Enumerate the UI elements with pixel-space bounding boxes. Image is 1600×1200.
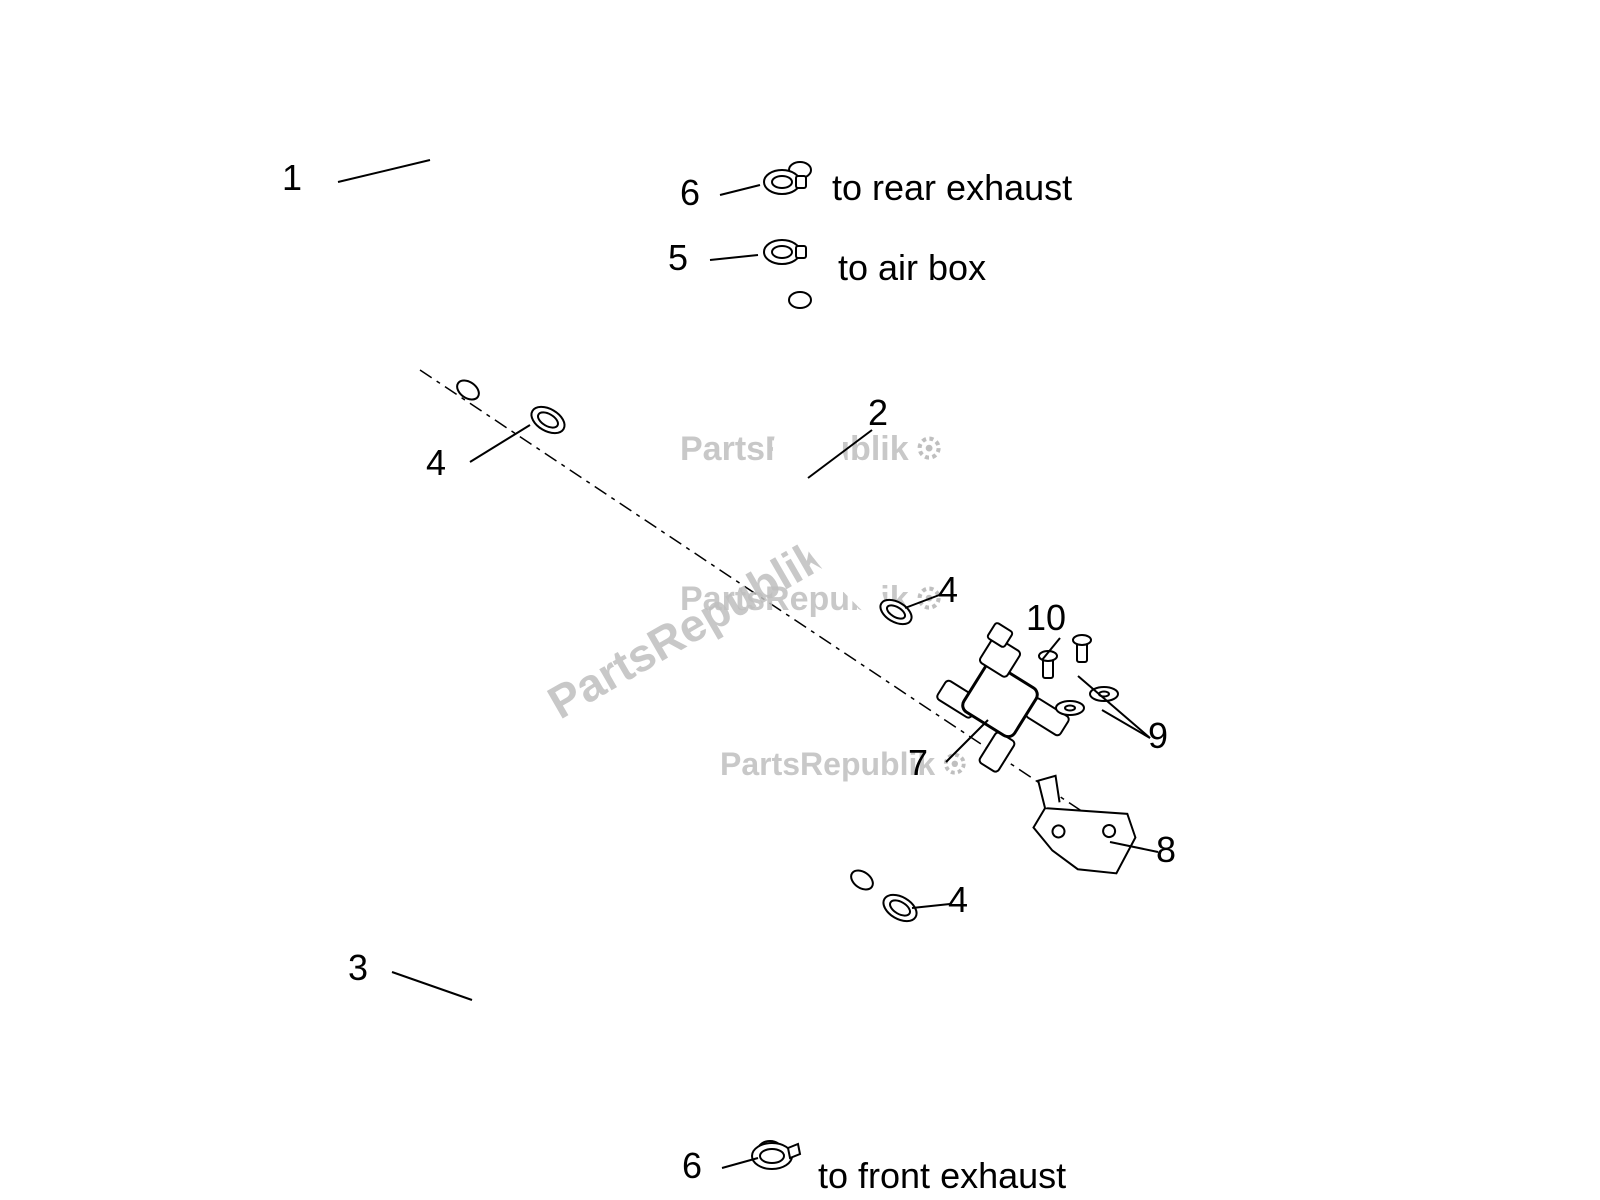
callout-number: 4 — [948, 879, 968, 920]
callout-number: 6 — [682, 1145, 702, 1186]
callout-number: 7 — [908, 742, 928, 783]
leader-line — [710, 255, 758, 260]
callout-number: 3 — [348, 947, 368, 988]
leader-line — [470, 425, 530, 462]
annotation-text: to front exhaust — [818, 1155, 1066, 1196]
part-3-hose-lower — [433, 866, 877, 1159]
callout-number: 2 — [868, 392, 888, 433]
part-10-screws — [1039, 635, 1091, 678]
leader-line — [338, 160, 430, 182]
leader-line — [722, 1158, 758, 1168]
callout-number: 4 — [426, 442, 446, 483]
part-9-washers — [1056, 687, 1118, 715]
gear-icon — [946, 755, 964, 773]
part-6-clamp-lower — [752, 1143, 800, 1169]
part-5-clamp — [764, 240, 806, 264]
callout-number: 9 — [1148, 715, 1168, 756]
part-1-hose-upper — [443, 45, 811, 403]
part-7-valve — [936, 622, 1071, 773]
annotation-text: to air box — [838, 247, 986, 288]
part-4-clamp-a — [527, 401, 569, 438]
callout-number: 5 — [668, 237, 688, 278]
gear-icon — [920, 439, 939, 458]
watermark-text: PartsRepublik — [720, 746, 935, 782]
part-8-bracket — [1016, 771, 1146, 883]
watermark-text: PartsRepublik — [539, 529, 833, 729]
leader-line — [392, 972, 472, 1000]
callout-number: 8 — [1156, 829, 1176, 870]
leader-line — [912, 904, 950, 908]
callout-number: 6 — [680, 172, 700, 213]
diagram-canvas: PartsRepublikPartsRepublikPartsRepublikP… — [0, 0, 1600, 1200]
callout-number: 4 — [938, 569, 958, 610]
leader-line — [1102, 710, 1150, 738]
callout-number: 10 — [1026, 597, 1066, 638]
callout-number: 1 — [282, 157, 302, 198]
leader-line — [1078, 676, 1150, 738]
annotation-text: to rear exhaust — [832, 167, 1072, 208]
